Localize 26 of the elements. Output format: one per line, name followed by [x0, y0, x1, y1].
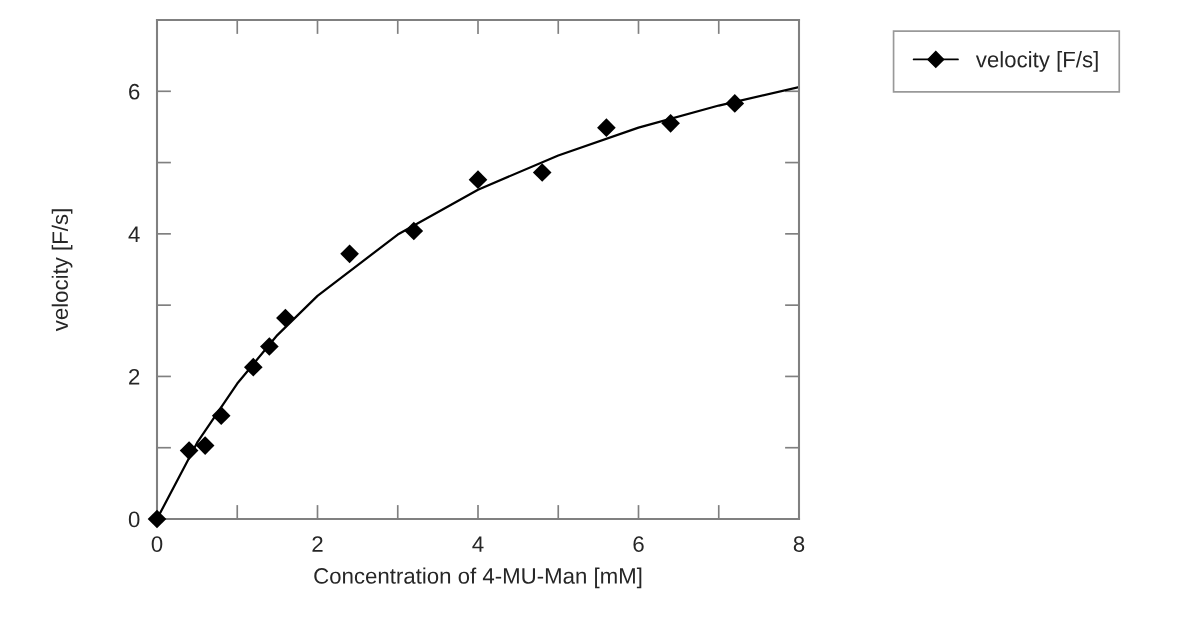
y-axis-title: velocity [F/s]	[51, 209, 73, 332]
point	[147, 509, 167, 529]
point	[179, 441, 199, 460]
point	[532, 163, 552, 182]
point	[276, 308, 295, 328]
point	[243, 357, 263, 377]
point	[260, 337, 279, 356]
point	[661, 114, 680, 133]
y-tick-label: 4	[128, 226, 140, 242]
y-tick-label: 2	[129, 368, 140, 385]
point	[340, 244, 359, 264]
x-tick-label: 6	[633, 536, 644, 552]
point	[597, 118, 616, 137]
point	[195, 436, 215, 455]
x-tick-label: 8	[793, 536, 805, 552]
point	[211, 406, 231, 425]
legend-label: velocity [F/s]	[975, 51, 1098, 72]
point	[468, 170, 488, 189]
x-tick-label: 2	[312, 536, 323, 552]
point	[404, 221, 424, 241]
x-tick-label: 4	[472, 536, 484, 552]
x-tick-label: 0	[151, 536, 163, 552]
x-axis-title: Concentration of 4-MU-Man [mM]	[314, 567, 642, 589]
y-tick-label: 0	[128, 511, 140, 528]
point	[725, 94, 745, 113]
y-tick-label: 6	[129, 83, 140, 100]
